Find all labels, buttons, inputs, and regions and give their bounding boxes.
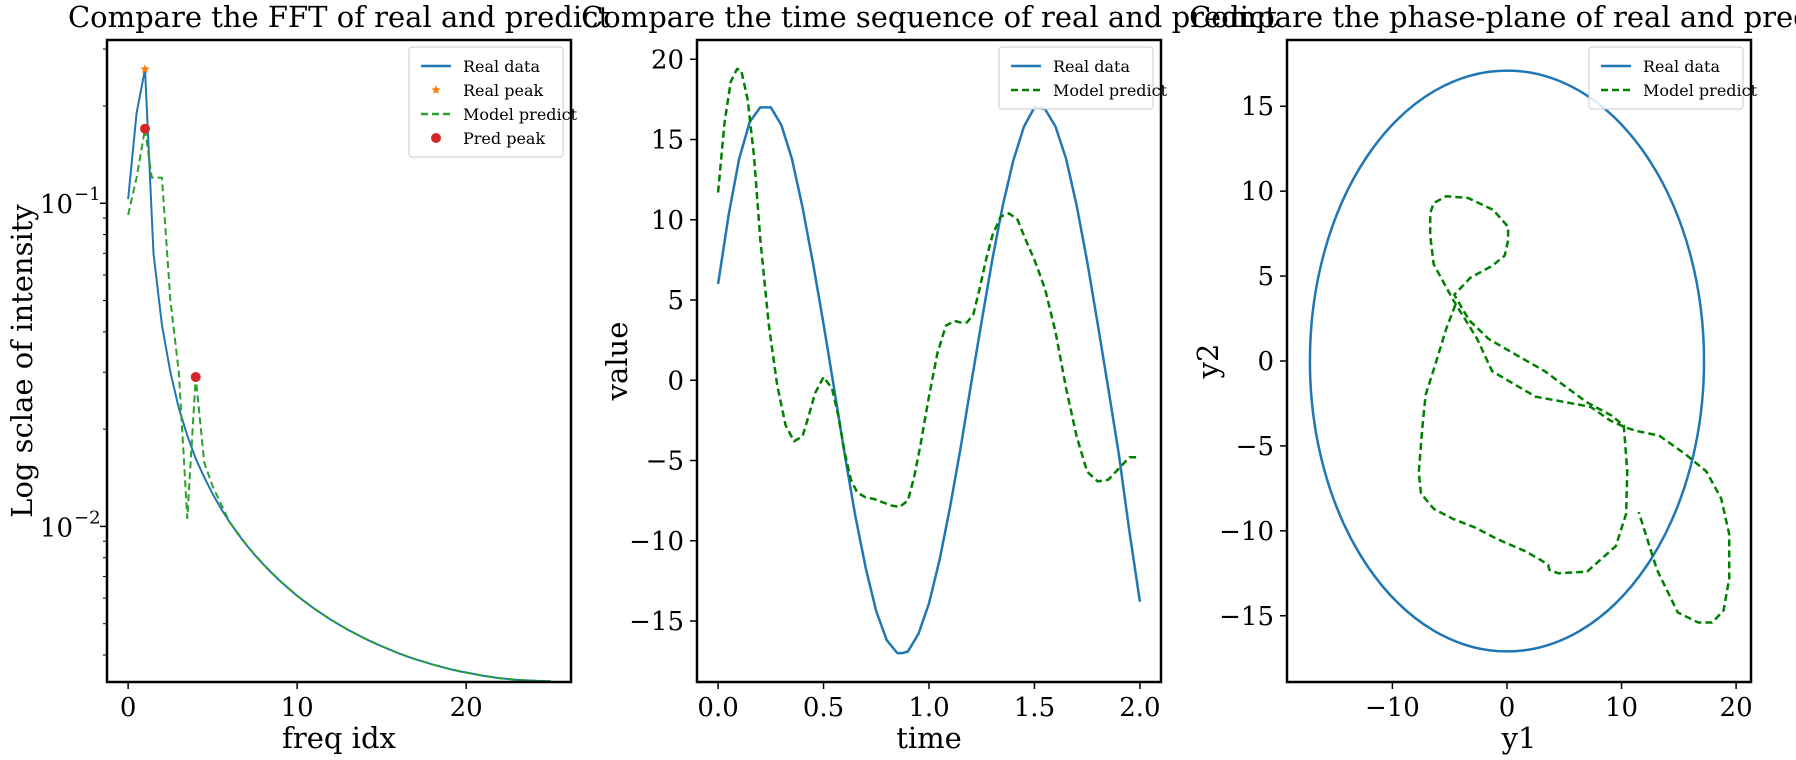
y-tick-label: 15 — [1241, 92, 1274, 122]
chart-2: Compare the time sequence of real and pr… — [581, 0, 1277, 755]
x-tick-label: 20 — [450, 693, 483, 723]
plot-area — [1308, 69, 1731, 653]
legend-label-pred-peak: Pred peak — [463, 129, 545, 148]
legend-label-real-data: Real data — [463, 57, 540, 76]
y-tick-label: 5 — [667, 286, 684, 316]
legend: Real data Model predict — [998, 46, 1168, 110]
x-axis-label: time — [896, 721, 962, 755]
series-model-predict — [716, 67, 1140, 509]
y-tick-label: 20 — [651, 45, 684, 75]
legend-box — [1588, 46, 1744, 110]
series-real-data — [716, 106, 1142, 655]
y-tick-label: 10 — [40, 513, 73, 543]
y-tick-label: 5 — [1257, 262, 1274, 292]
marker-pred-peak — [190, 371, 201, 382]
y-tick-label: −10 — [629, 527, 684, 557]
x-tick-label: 10 — [1605, 693, 1638, 723]
y-tick-label: −15 — [1219, 602, 1274, 632]
x-tick-label: 0.5 — [803, 693, 844, 723]
y-tick-label: 10 — [651, 206, 684, 236]
plot-area — [716, 67, 1142, 655]
legend-swatch-real-peak — [431, 85, 441, 95]
y-axis-label: Log sclae of intensity — [5, 204, 39, 518]
series-model-predict — [127, 127, 551, 682]
legend-label-model-predict: Model predict — [463, 105, 578, 124]
y-tick-label: −5 — [646, 447, 684, 477]
x-tick-label: 2.0 — [1119, 693, 1160, 723]
chart-title: Compare the phase-plane of real and pred… — [1189, 0, 1796, 34]
y-tick-label: 10 — [1241, 177, 1274, 207]
marker-pred-peak — [140, 123, 151, 134]
x-tick-label: 0 — [120, 693, 137, 723]
legend-label-model-predict: Model predict — [1643, 81, 1758, 100]
x-tick-label: −10 — [1365, 693, 1420, 723]
marker-real-peak — [140, 64, 150, 74]
x-tick-label: 20 — [1720, 693, 1753, 723]
legend-box — [998, 46, 1154, 110]
y-tick-exponent: −2 — [74, 507, 101, 528]
series-real-data — [1308, 69, 1706, 653]
y-tick-label: −15 — [629, 607, 684, 637]
x-tick-label: 0.0 — [697, 693, 738, 723]
plot-area — [127, 64, 551, 682]
y-tick-label: 15 — [651, 126, 684, 156]
x-tick-label: 10 — [281, 693, 314, 723]
y-tick-label: −5 — [1236, 432, 1274, 462]
y-axis-label: value — [600, 322, 634, 402]
legend-label-real-peak: Real peak — [463, 81, 544, 100]
x-tick-label: 1.5 — [1014, 693, 1055, 723]
axes-frame — [1285, 38, 1753, 684]
legend: Real data Model predict — [1588, 46, 1758, 110]
y-tick-label: 0 — [1257, 347, 1274, 377]
chart-1: Compare the FFT of real and predict 0 10 20… — [5, 0, 610, 755]
y-tick-exponent: −1 — [74, 184, 101, 205]
legend-label-real-data: Real data — [1643, 57, 1720, 76]
y-tick-label: 10 — [40, 190, 73, 220]
legend-label-real-data: Real data — [1053, 57, 1130, 76]
axes-frame — [695, 38, 1163, 684]
chart-title: Compare the FFT of real and predict — [68, 0, 610, 34]
x-tick-label: 0 — [1499, 693, 1516, 723]
chart-title: Compare the time sequence of real and pr… — [581, 0, 1277, 34]
y-axis-label: y2 — [1191, 344, 1225, 380]
legend-swatch-pred-peak — [431, 133, 441, 143]
legend-label-model-predict: Model predict — [1053, 81, 1168, 100]
x-axis-label: freq idx — [282, 721, 396, 755]
axes-frame — [105, 38, 573, 684]
chart-3: Compare the phase-plane of real and pred… — [1189, 0, 1796, 755]
x-tick-label: 1.0 — [908, 693, 949, 723]
series-model-predict — [1417, 195, 1731, 624]
legend: Real data Real peak Model predict Pred peak — [408, 46, 578, 158]
x-axis-label: y1 — [1501, 721, 1537, 755]
legend-box — [408, 46, 564, 158]
y-tick-label: 0 — [667, 366, 684, 396]
y-tick-label: −10 — [1219, 517, 1274, 547]
